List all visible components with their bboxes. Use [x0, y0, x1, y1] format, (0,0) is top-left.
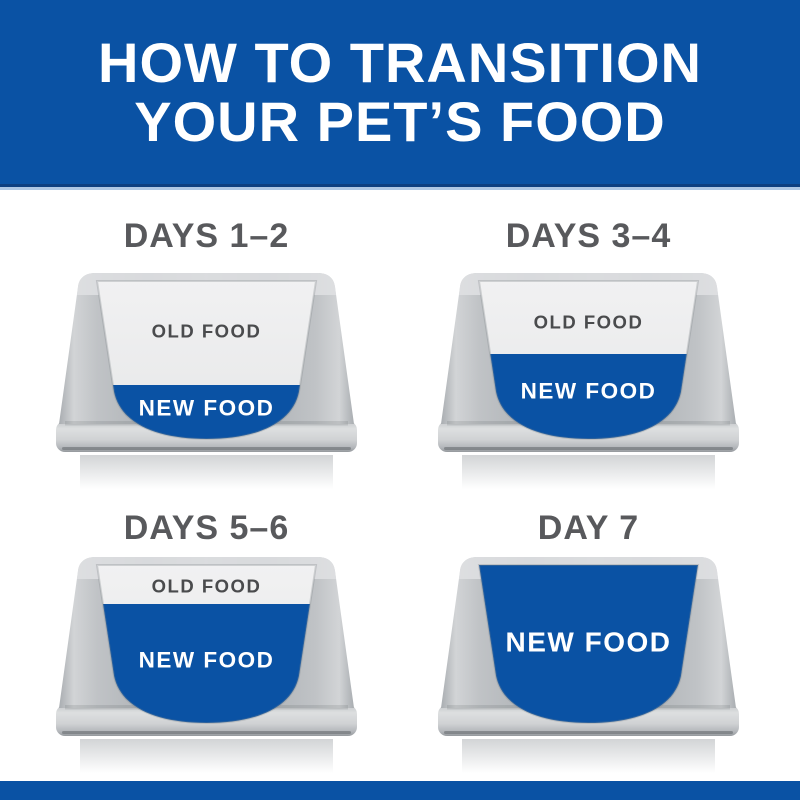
- bowl-reflection: [80, 455, 333, 489]
- day-label: DAYS 3–4: [505, 217, 672, 255]
- bowl-graphic: OLD FOOD NEW FOOD: [438, 273, 739, 489]
- bowl-base-bottom-edge: [444, 731, 733, 734]
- day-label: DAYS 5–6: [123, 509, 290, 547]
- page-title-line1: HOW TO TRANSITION: [98, 31, 702, 94]
- new-food-label: NEW FOOD: [506, 627, 672, 658]
- panel-days-3-4: DAYS 3–4 OLD FOOD NEW FOOD: [437, 214, 740, 514]
- bowl-reflection: [80, 739, 333, 773]
- bowl-inner-edge: [95, 564, 318, 725]
- old-food-label: OLD FOOD: [534, 312, 644, 333]
- bowl-graphic: OLD FOOD NEW FOOD: [56, 557, 357, 773]
- panel-days-1-2: DAYS 1–2 OLD FOOD NEW FOOD: [55, 214, 358, 514]
- bowl-reflection: [462, 739, 715, 773]
- bowl-base-bottom-edge: [444, 447, 733, 450]
- bowl-inner-edge: [477, 564, 700, 725]
- bowl-graphic: NEW FOOD: [438, 557, 739, 773]
- new-food-region: [479, 565, 698, 723]
- day-label: DAYS 1–2: [123, 217, 290, 255]
- bowl-inner-edge: [477, 280, 700, 441]
- bowl-base-bottom-edge: [62, 447, 351, 450]
- new-food-label: NEW FOOD: [521, 379, 657, 404]
- panel-days-5-6: DAYS 5–6 OLD FOOD NEW FOOD: [55, 506, 358, 806]
- footer-bar: [0, 781, 800, 800]
- panel-day-7: DAY 7 NEW FOOD: [437, 506, 740, 806]
- bowl-base-bottom-edge: [62, 731, 351, 734]
- bowl-graphic: OLD FOOD NEW FOOD: [56, 273, 357, 489]
- new-food-label: NEW FOOD: [139, 648, 275, 673]
- bowl-reflection: [462, 455, 715, 489]
- old-food-label: OLD FOOD: [152, 576, 262, 597]
- header-banner: HOW TO TRANSITION YOUR PET’S FOOD: [0, 0, 800, 190]
- new-food-region: [97, 604, 316, 723]
- day-label: DAY 7: [537, 509, 640, 547]
- page-title-line2: YOUR PET’S FOOD: [134, 90, 666, 153]
- old-food-label: OLD FOOD: [152, 321, 262, 342]
- bowl-inner-edge: [95, 280, 318, 441]
- new-food-label: NEW FOOD: [139, 396, 275, 421]
